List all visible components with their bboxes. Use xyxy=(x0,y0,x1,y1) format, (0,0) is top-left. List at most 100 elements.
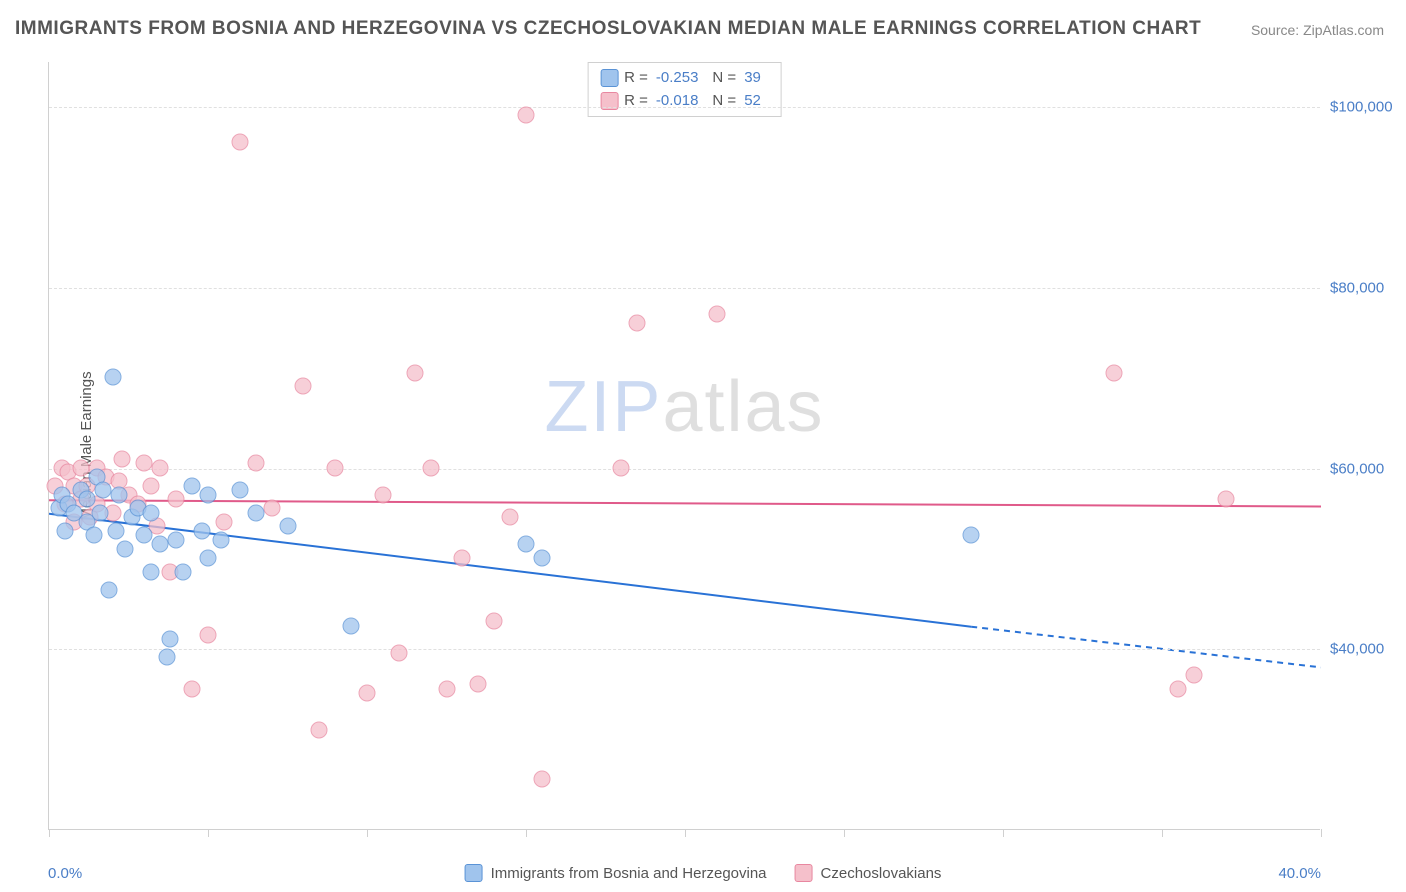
scatter-point-series1 xyxy=(200,486,217,503)
scatter-point-series2 xyxy=(231,134,248,151)
scatter-point-series1 xyxy=(212,531,229,548)
scatter-point-series2 xyxy=(136,455,153,472)
scatter-point-series2 xyxy=(114,450,131,467)
scatter-point-series2 xyxy=(406,364,423,381)
scatter-point-series2 xyxy=(200,626,217,643)
scatter-point-series2 xyxy=(629,315,646,332)
scatter-point-series1 xyxy=(79,491,96,508)
trendlines-svg xyxy=(49,62,1321,830)
scatter-point-series2 xyxy=(184,680,201,697)
x-tick xyxy=(367,829,368,837)
scatter-point-series2 xyxy=(295,378,312,395)
legend-item-series1: Immigrants from Bosnia and Herzegovina xyxy=(465,864,767,882)
scatter-point-series1 xyxy=(231,482,248,499)
scatter-point-series1 xyxy=(518,536,535,553)
scatter-point-series1 xyxy=(95,482,112,499)
y-tick-label: $60,000 xyxy=(1330,460,1390,477)
legend-swatch-series2 xyxy=(795,864,813,882)
r-value-1: -0.253 xyxy=(656,67,699,90)
scatter-point-series1 xyxy=(56,522,73,539)
legend-label-series2: Czechoslovakians xyxy=(821,865,942,882)
y-tick-label: $100,000 xyxy=(1330,99,1390,116)
scatter-point-series1 xyxy=(963,527,980,544)
scatter-point-series1 xyxy=(142,563,159,580)
legend-swatch-series1 xyxy=(465,864,483,882)
scatter-point-series1 xyxy=(168,531,185,548)
n-label-2: N = xyxy=(712,90,736,113)
scatter-point-series1 xyxy=(142,504,159,521)
scatter-point-series2 xyxy=(518,107,535,124)
scatter-point-series2 xyxy=(142,477,159,494)
scatter-point-series2 xyxy=(390,644,407,661)
legend-item-series2: Czechoslovakians xyxy=(795,864,942,882)
x-tick xyxy=(844,829,845,837)
r-value-2: -0.018 xyxy=(656,90,699,113)
swatch-series1 xyxy=(600,69,618,87)
scatter-point-series1 xyxy=(161,631,178,648)
scatter-point-series1 xyxy=(107,522,124,539)
scatter-point-series1 xyxy=(91,504,108,521)
scatter-point-series2 xyxy=(374,486,391,503)
r-label-1: R = xyxy=(624,67,648,90)
stats-row-series1: R = -0.253 N = 39 xyxy=(600,67,769,90)
scatter-point-series2 xyxy=(1185,667,1202,684)
scatter-point-series2 xyxy=(327,459,344,476)
scatter-point-series2 xyxy=(613,459,630,476)
scatter-point-series2 xyxy=(311,721,328,738)
plot-area: ZIPatlas R = -0.253 N = 39 R = -0.018 N … xyxy=(48,62,1320,830)
scatter-point-series1 xyxy=(136,527,153,544)
gridline xyxy=(49,288,1320,289)
n-label-1: N = xyxy=(712,67,736,90)
scatter-point-series1 xyxy=(110,486,127,503)
scatter-point-series2 xyxy=(263,500,280,517)
y-tick-label: $80,000 xyxy=(1330,279,1390,296)
scatter-point-series2 xyxy=(215,513,232,530)
scatter-point-series2 xyxy=(1169,680,1186,697)
stats-box: R = -0.253 N = 39 R = -0.018 N = 52 xyxy=(587,62,782,117)
chart-title: IMMIGRANTS FROM BOSNIA AND HERZEGOVINA V… xyxy=(15,18,1201,40)
scatter-point-series1 xyxy=(184,477,201,494)
x-tick xyxy=(685,829,686,837)
scatter-point-series1 xyxy=(104,369,121,386)
scatter-point-series1 xyxy=(200,549,217,566)
watermark-zip: ZIP xyxy=(544,367,662,447)
scatter-point-series2 xyxy=(470,676,487,693)
x-tick xyxy=(49,829,50,837)
x-tick xyxy=(1003,829,1004,837)
scatter-point-series2 xyxy=(359,685,376,702)
n-value-2: 52 xyxy=(744,90,761,113)
scatter-point-series2 xyxy=(502,509,519,526)
scatter-point-series2 xyxy=(486,613,503,630)
stats-row-series2: R = -0.018 N = 52 xyxy=(600,90,769,113)
watermark: ZIPatlas xyxy=(544,366,824,448)
x-tick xyxy=(1321,829,1322,837)
legend: Immigrants from Bosnia and Herzegovina C… xyxy=(465,864,942,882)
scatter-point-series1 xyxy=(193,522,210,539)
scatter-point-series2 xyxy=(1106,364,1123,381)
scatter-point-series1 xyxy=(85,527,102,544)
n-value-1: 39 xyxy=(744,67,761,90)
scatter-point-series2 xyxy=(708,306,725,323)
scatter-point-series2 xyxy=(168,491,185,508)
scatter-point-series2 xyxy=(72,459,89,476)
r-label-2: R = xyxy=(624,90,648,113)
x-tick xyxy=(1162,829,1163,837)
watermark-atlas: atlas xyxy=(662,367,824,447)
scatter-point-series1 xyxy=(158,649,175,666)
x-tick xyxy=(208,829,209,837)
gridline xyxy=(49,107,1320,108)
scatter-point-series1 xyxy=(152,536,169,553)
legend-label-series1: Immigrants from Bosnia and Herzegovina xyxy=(491,865,767,882)
scatter-point-series1 xyxy=(101,581,118,598)
y-tick-label: $40,000 xyxy=(1330,641,1390,658)
scatter-point-series1 xyxy=(174,563,191,580)
scatter-point-series2 xyxy=(438,680,455,697)
trend-line-series2 xyxy=(49,500,1321,506)
x-axis-max-label: 40.0% xyxy=(1278,865,1321,882)
scatter-point-series2 xyxy=(247,455,264,472)
x-axis-min-label: 0.0% xyxy=(48,865,82,882)
scatter-point-series1 xyxy=(247,504,264,521)
scatter-point-series2 xyxy=(454,549,471,566)
trend-line-series1-dashed xyxy=(971,627,1321,668)
scatter-point-series1 xyxy=(533,549,550,566)
